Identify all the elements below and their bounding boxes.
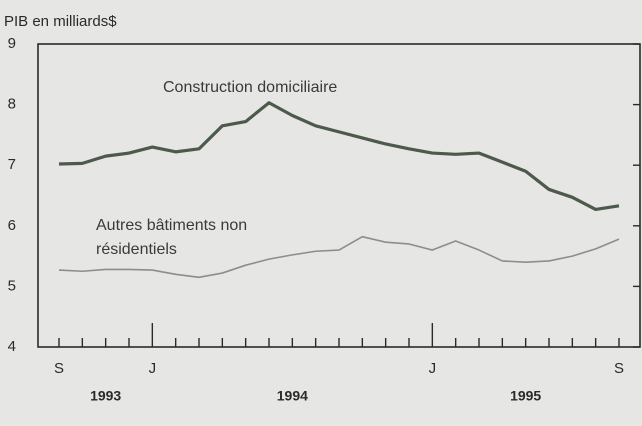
y-tick-label: 6 [8, 217, 16, 234]
y-tick-label: 7 [8, 156, 16, 173]
y-tick-label: 9 [8, 35, 16, 52]
x-tick-label: S [54, 360, 64, 377]
series-label: Autres bâtiments non résidentiels [96, 217, 248, 258]
x-tick-label: J [429, 360, 437, 377]
plot-frame [37, 43, 641, 348]
x-tick-label: J [149, 360, 157, 377]
y-tick-label: 4 [8, 338, 16, 355]
year-label: 1993 [90, 388, 121, 404]
year-label: 1995 [510, 388, 541, 404]
y-tick-label: 8 [8, 96, 16, 113]
series-label: Construction domiciliaire [163, 79, 338, 96]
year-label: 1994 [277, 388, 308, 404]
y-axis-label: PIB en milliards$ [4, 13, 117, 30]
x-tick-label: S [614, 360, 624, 377]
series-line [58, 101, 620, 212]
series-line [58, 235, 620, 279]
y-tick-label: 5 [8, 277, 16, 294]
